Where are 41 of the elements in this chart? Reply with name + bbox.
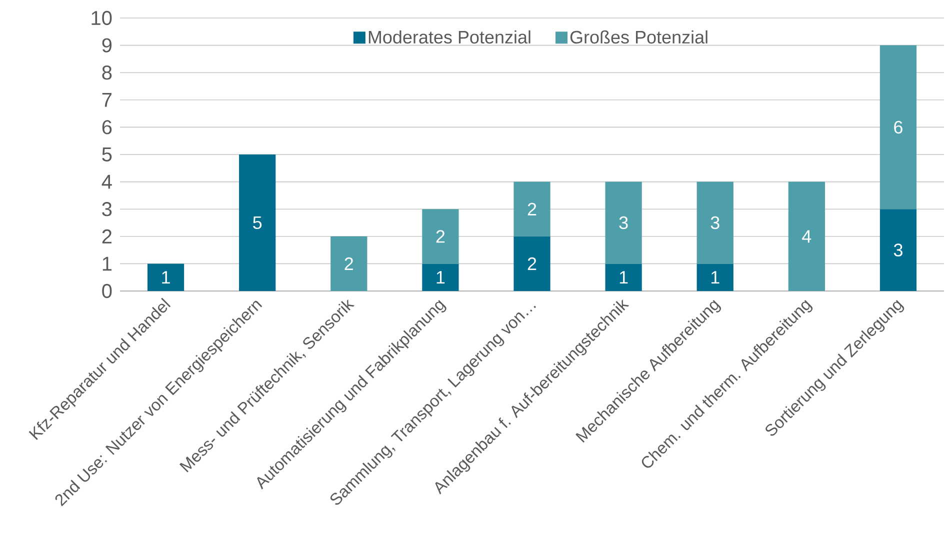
data-label: 1	[162, 271, 170, 284]
bar	[514, 236, 550, 291]
data-label: 1	[436, 271, 445, 284]
bar	[422, 264, 459, 291]
legend-label: Moderates Potenzial	[368, 30, 530, 44]
y-tick-label: 8	[102, 66, 112, 80]
data-label: 2	[528, 257, 536, 270]
y-tick-label: 4	[102, 174, 112, 189]
bar	[239, 154, 276, 291]
y-tick-label: 7	[102, 93, 112, 107]
y-tick-label: 10	[92, 10, 112, 26]
bar	[696, 182, 734, 264]
data-label: 3	[619, 216, 628, 230]
bar	[788, 182, 825, 291]
data-label: 2	[344, 257, 353, 270]
bar	[696, 264, 734, 291]
data-label: 3	[894, 244, 902, 256]
bar	[514, 182, 550, 236]
y-tick-label: 1	[102, 256, 112, 271]
y-tick-label: 6	[102, 120, 112, 134]
bar	[880, 45, 917, 210]
legend-label: Großes Potenzial	[570, 30, 708, 44]
data-label: 1	[711, 271, 720, 284]
y-tick-label: 0	[102, 284, 112, 298]
data-label: 6	[894, 120, 902, 134]
data-label: 4	[802, 230, 812, 243]
data-label: 3	[710, 216, 720, 230]
y-tick-label: 5	[102, 148, 112, 162]
bar	[330, 236, 368, 291]
bar	[605, 182, 642, 264]
bar	[880, 209, 917, 291]
bar	[422, 209, 459, 264]
data-label: 2	[528, 202, 536, 216]
y-tick-label: 9	[102, 38, 112, 52]
data-label: 2	[436, 230, 445, 243]
data-label: 5	[253, 216, 262, 230]
y-tick-label: 3	[102, 202, 112, 216]
y-tick-label: 2	[102, 229, 112, 244]
bar	[605, 264, 642, 291]
bar	[147, 264, 184, 291]
data-label: 1	[620, 271, 628, 284]
